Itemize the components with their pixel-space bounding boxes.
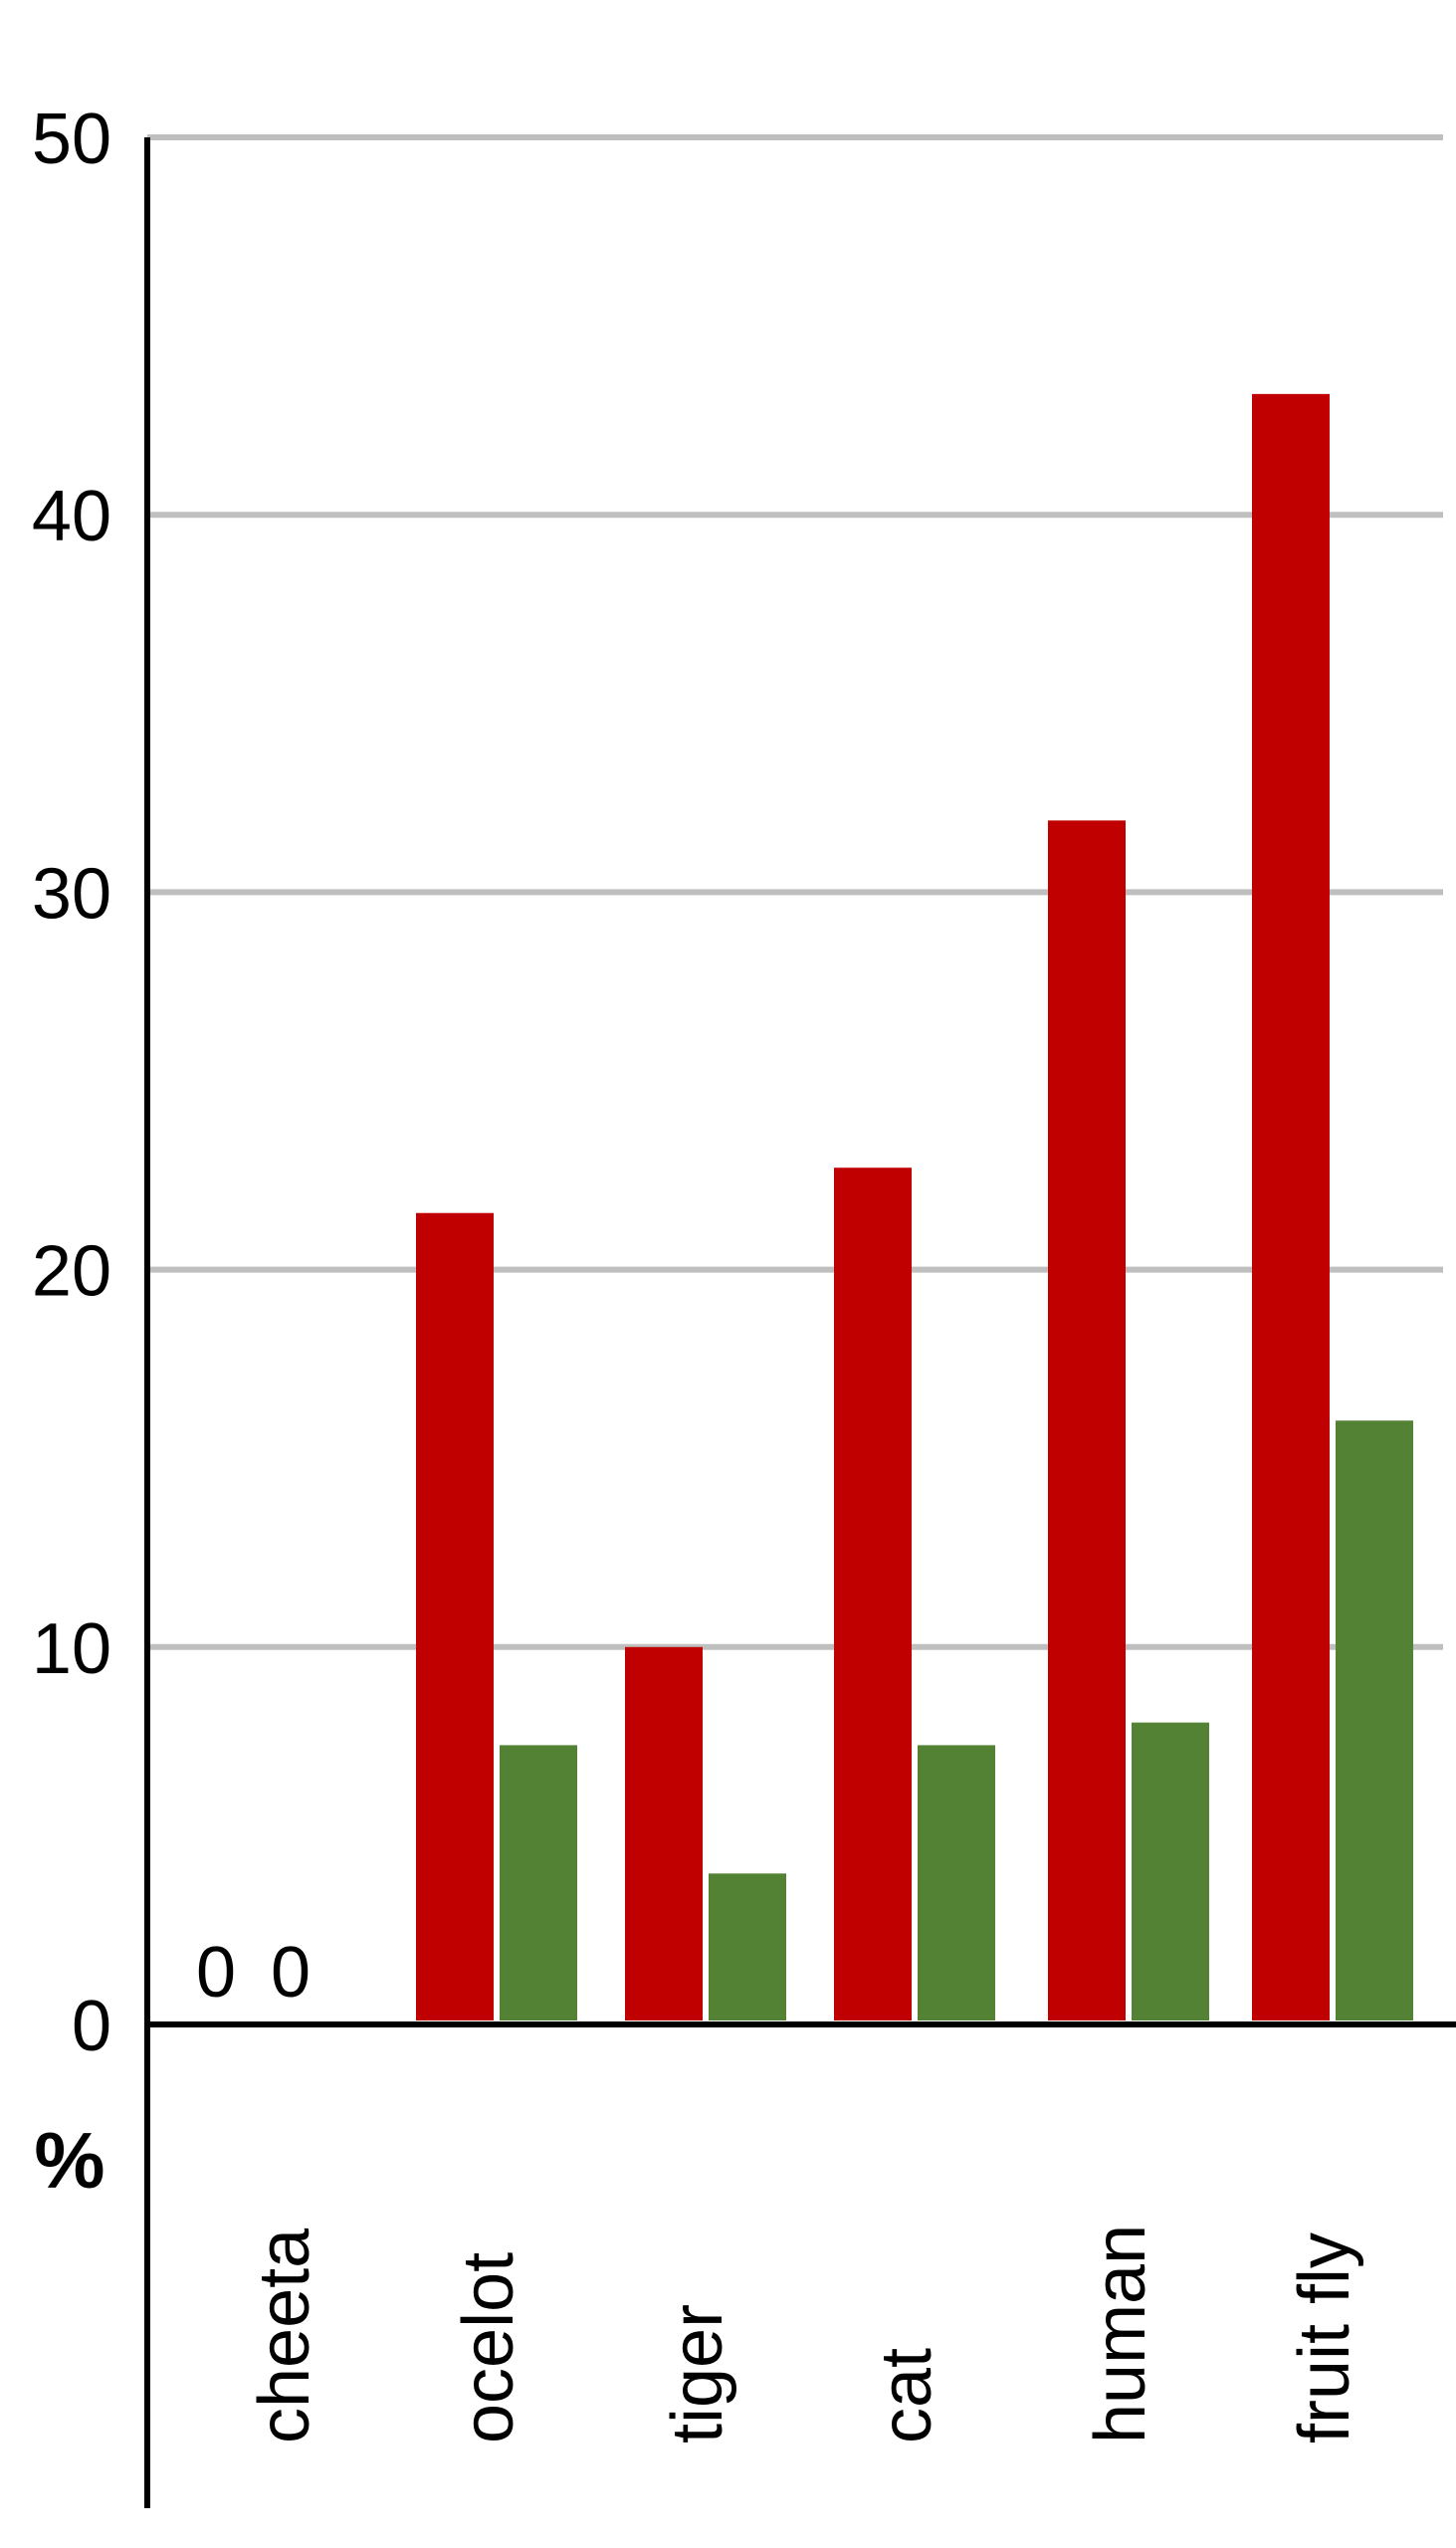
category-label: ocelot: [449, 2252, 528, 2443]
category-label: human: [1081, 2225, 1160, 2443]
bars: [416, 393, 1413, 2021]
category-label: cheeta: [245, 2228, 324, 2443]
category-label: tiger: [658, 2304, 737, 2443]
axes: [144, 137, 1456, 2508]
category-label: cat: [867, 2348, 946, 2443]
bar-fruit-fly-series-2: [1336, 1420, 1413, 2020]
bar-human-series-2: [1132, 1722, 1209, 2020]
bar-human-series-1: [1048, 820, 1126, 2020]
y-tick-label: 10: [32, 1609, 111, 1689]
bar-fruit-fly-series-1: [1252, 393, 1330, 2021]
y-tick-label: 30: [32, 854, 111, 934]
bar-cat-series-2: [918, 1745, 995, 2020]
bar-ocelot-series-2: [500, 1745, 577, 2020]
bar-ocelot-series-1: [416, 1212, 494, 2020]
data-label: 0: [196, 1933, 236, 2013]
y-tick-label: 40: [32, 477, 111, 556]
y-tick-labels: 0 10 20 30 40 50: [32, 100, 111, 2066]
data-label: 0: [271, 1933, 311, 2013]
category-label: fruit fly: [1285, 2232, 1364, 2443]
y-tick-label: 50: [32, 100, 111, 179]
bar-tiger-series-2: [709, 1873, 786, 2020]
y-axis-unit-label: %: [34, 2116, 104, 2205]
y-tick-label: 20: [32, 1232, 111, 1312]
bar-tiger-series-1: [625, 1646, 703, 2020]
gridlines: [147, 134, 1443, 1650]
y-tick-label: 0: [72, 1987, 111, 2066]
bar-cat-series-1: [834, 1168, 912, 2020]
category-labels: cheeta ocelot tiger cat human fruit fly: [245, 2225, 1364, 2443]
